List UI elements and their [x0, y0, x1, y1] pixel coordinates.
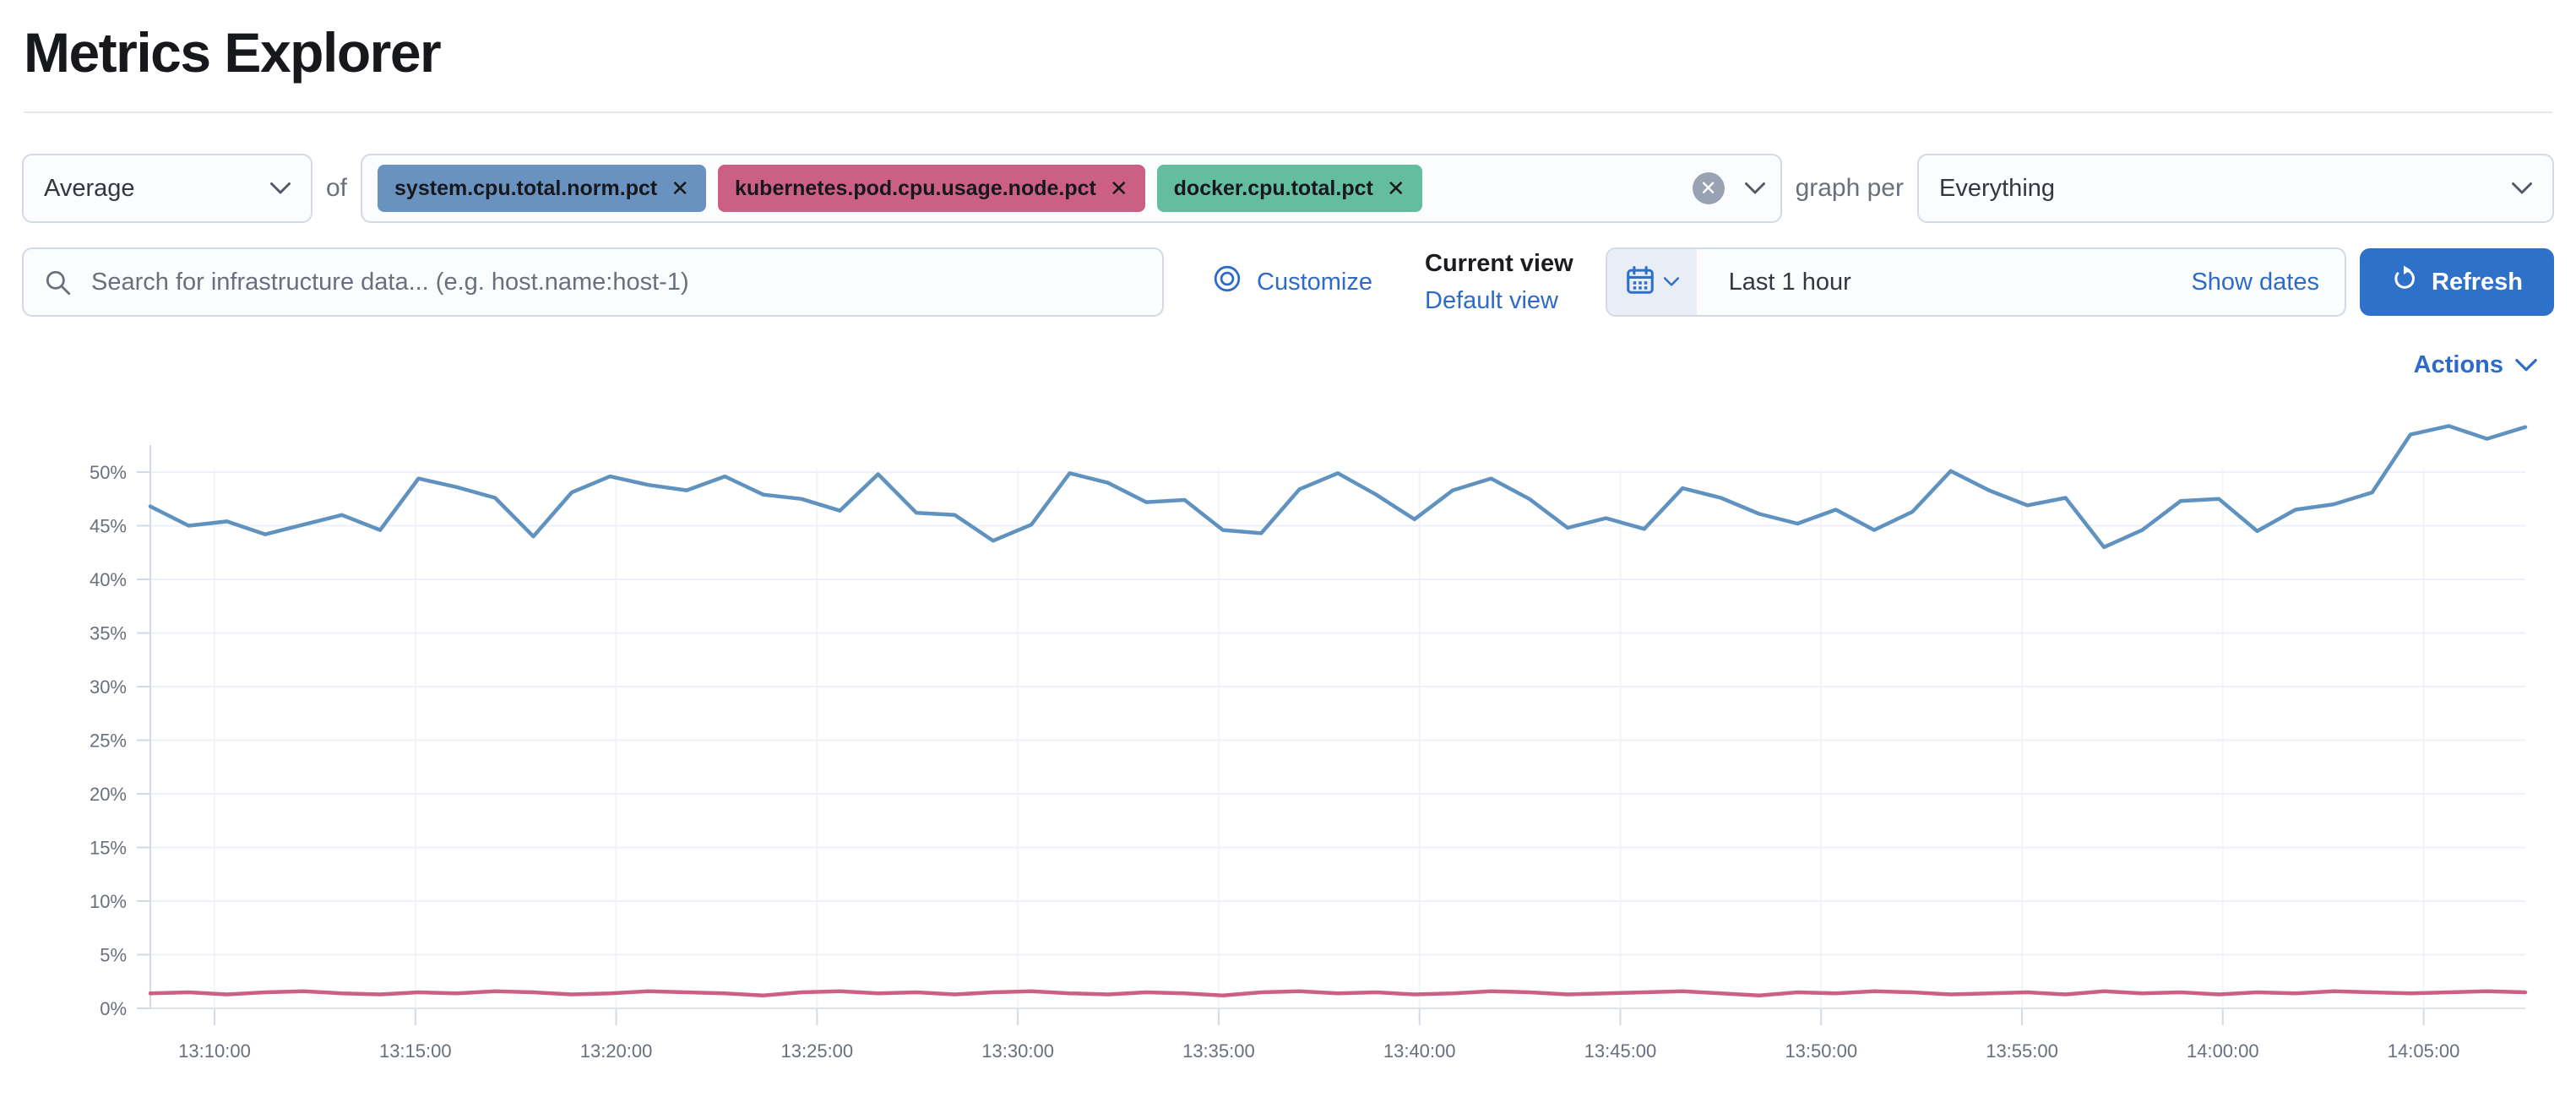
svg-text:45%: 45%: [90, 516, 127, 537]
show-dates-link[interactable]: Show dates: [2191, 268, 2319, 296]
metric-tag-system-cpu[interactable]: system.cpu.total.norm.pct ✕: [378, 165, 706, 212]
svg-text:13:50:00: 13:50:00: [1785, 1040, 1857, 1062]
svg-text:50%: 50%: [90, 462, 127, 483]
svg-text:13:55:00: 13:55:00: [1986, 1040, 2058, 1062]
default-view-link[interactable]: Default view: [1425, 287, 1558, 314]
svg-text:13:45:00: 13:45:00: [1584, 1040, 1657, 1062]
search-input[interactable]: [90, 267, 1162, 297]
time-picker-quick-menu[interactable]: [1606, 249, 1697, 315]
svg-text:40%: 40%: [90, 569, 127, 590]
page-title: Metrics Explorer: [24, 21, 442, 84]
aggregation-value: Average: [44, 174, 135, 202]
metric-toolbar: Average of system.cpu.total.norm.pct ✕ k…: [22, 154, 2554, 223]
group-by-value: Everything: [1939, 174, 2056, 202]
svg-text:15%: 15%: [90, 838, 127, 859]
metrics-chart[interactable]: 13:10:00 13:15:00 13:20:00 13:25:00 13:30:00…: [0, 396, 2576, 1082]
svg-text:0%: 0%: [100, 998, 127, 1019]
actions-menu-button[interactable]: Actions: [2414, 351, 2537, 379]
search-box[interactable]: [22, 247, 1164, 317]
customize-button[interactable]: Customize: [1213, 264, 1372, 300]
metric-tag-label: kubernetes.pod.cpu.usage.node.pct: [735, 176, 1096, 200]
svg-text:13:15:00: 13:15:00: [379, 1040, 452, 1062]
page-header: Metrics Explorer: [0, 0, 2576, 113]
view-picker: Current view Default view: [1425, 245, 1573, 319]
clear-metrics-icon[interactable]: ✕: [1692, 172, 1725, 204]
svg-text:10%: 10%: [90, 891, 127, 912]
svg-text:13:40:00: 13:40:00: [1383, 1040, 1456, 1062]
svg-text:13:20:00: 13:20:00: [580, 1040, 653, 1062]
actions-label: Actions: [2413, 351, 2503, 378]
svg-text:14:05:00: 14:05:00: [2388, 1040, 2460, 1062]
svg-text:13:25:00: 13:25:00: [781, 1040, 854, 1062]
customize-label: Customize: [1257, 268, 1372, 296]
metric-tag-docker-cpu[interactable]: docker.cpu.total.pct ✕: [1156, 165, 1422, 212]
metric-tag-list: system.cpu.total.norm.pct ✕ kubernetes.p…: [378, 165, 1681, 212]
of-label: of: [326, 174, 348, 202]
svg-text:13:10:00: 13:10:00: [178, 1040, 251, 1062]
time-range-value[interactable]: Last 1 hour: [1728, 268, 1851, 296]
remove-metric-icon[interactable]: ✕: [1109, 176, 1128, 201]
refresh-button[interactable]: Refresh: [2360, 248, 2554, 316]
aggregation-select[interactable]: Average: [22, 154, 312, 223]
metric-tag-kubernetes-pod-cpu[interactable]: kubernetes.pod.cpu.usage.node.pct ✕: [718, 165, 1145, 212]
chevron-down-icon[interactable]: [1744, 182, 1765, 195]
chevron-down-icon: [270, 182, 291, 195]
refresh-label: Refresh: [2432, 268, 2523, 296]
metric-combobox[interactable]: system.cpu.total.norm.pct ✕ kubernetes.p…: [361, 154, 1782, 223]
svg-text:5%: 5%: [100, 945, 127, 966]
current-view-label: Current view: [1425, 250, 1573, 277]
chevron-down-icon: [1664, 277, 1680, 287]
svg-text:25%: 25%: [90, 731, 127, 752]
svg-text:13:30:00: 13:30:00: [981, 1040, 1054, 1062]
header-divider: [24, 111, 2552, 113]
svg-text:14:00:00: 14:00:00: [2187, 1040, 2259, 1062]
search-icon: [44, 269, 73, 301]
remove-metric-icon[interactable]: ✕: [671, 176, 689, 201]
graph-per-label: graph per: [1795, 174, 1904, 202]
svg-text:20%: 20%: [90, 784, 127, 805]
svg-text:35%: 35%: [90, 623, 127, 644]
chevron-down-icon: [2512, 182, 2532, 195]
chart-section: Actions 13:10:00 13:15:00 13:20:00 13:25:00…: [0, 351, 2576, 1082]
search-toolbar: Customize Current view Default view Last…: [22, 245, 2554, 319]
refresh-icon: [2391, 265, 2418, 299]
metric-tag-label: docker.cpu.total.pct: [1173, 176, 1373, 200]
svg-text:30%: 30%: [90, 676, 127, 698]
group-by-select[interactable]: Everything: [1917, 154, 2554, 223]
metric-tag-label: system.cpu.total.norm.pct: [394, 176, 658, 200]
svg-text:13:35:00: 13:35:00: [1182, 1040, 1255, 1062]
time-picker: Last 1 hour Show dates: [1605, 247, 2346, 317]
calendar-icon: [1624, 264, 1656, 301]
remove-metric-icon[interactable]: ✕: [1386, 176, 1405, 201]
chevron-down-icon: [2515, 358, 2537, 372]
customize-icon: [1213, 264, 1242, 300]
